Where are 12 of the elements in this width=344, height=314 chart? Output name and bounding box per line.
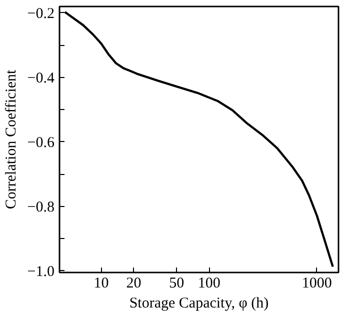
y-tick-label: −0.4 [27,70,55,86]
x-tick-label: 20 [126,276,142,292]
y-tick-label: −0.8 [27,199,55,216]
x-tick-label: 50 [169,276,184,292]
x-tick-label: 100 [198,276,220,292]
x-tick-label: 1000 [302,276,332,292]
y-tick-label: −0.6 [27,134,55,151]
y-tick-label: −0.2 [27,6,55,22]
x-tick-label: 10 [94,276,109,292]
x-axis-title: Storage Capacity, φ (h) [129,296,269,312]
y-tick-label: −1.0 [27,264,55,280]
y-axis-title: Correlation Coefficient [3,69,20,210]
